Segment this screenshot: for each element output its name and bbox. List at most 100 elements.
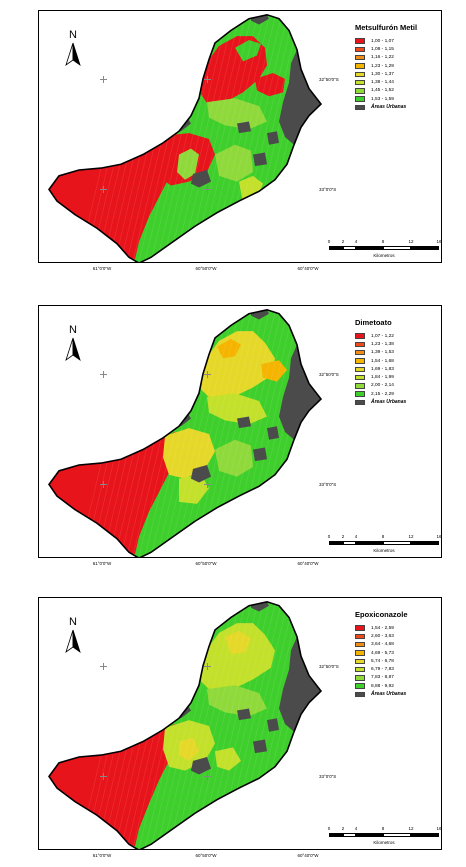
legend-label-urban: Áreas Urbanas	[371, 691, 407, 698]
field-texture-line	[168, 601, 230, 849]
legend-item: 1,45 - 1,52	[355, 87, 441, 95]
legend-swatch	[355, 341, 365, 348]
legend-label: 1,45 - 1,52	[371, 88, 394, 94]
graticule-cross	[204, 663, 211, 670]
legend-label: 1,39 - 1,53	[371, 350, 394, 356]
field-texture-line	[294, 309, 321, 557]
urban-area-5	[267, 718, 279, 732]
scale-tick-label: 16	[436, 534, 442, 539]
concentration-zone-6	[179, 474, 209, 504]
legend-swatch-urban	[355, 691, 365, 698]
legend-swatch	[355, 625, 365, 631]
field-texture-line	[180, 14, 242, 262]
concentration-zone-5	[163, 428, 215, 479]
concentration-zone-3	[255, 73, 285, 97]
legend-swatch	[355, 650, 365, 656]
urban-area-3	[191, 170, 211, 188]
field-texture-line	[174, 309, 236, 557]
legend-item-urban: Áreas Urbanas	[355, 398, 441, 406]
legend-items: 1,07 - 1,22 1,23 - 1,38 1,39 - 1,53 1,54 - …	[355, 332, 441, 407]
field-texture-line	[186, 601, 248, 849]
longitude-label-right: 60°40'0"W	[297, 266, 319, 271]
legend-item: 2,00 - 2,14	[355, 382, 441, 390]
legend-label: 1,54 - 1,68	[371, 358, 394, 364]
concentration-zone-2	[235, 40, 261, 62]
legend-item: 1,38 - 1,44	[355, 78, 441, 86]
urban-area-4	[237, 416, 251, 429]
legend-item: 2,15 - 2,29	[355, 390, 441, 398]
map-panel-dimetoato: N 32°50'0"S 33°0'0"S Dimetoato 1,07 - 1,…	[38, 305, 442, 558]
graticule-cross	[204, 186, 211, 193]
field-texture-line	[300, 309, 321, 557]
field-texture-line	[294, 14, 321, 262]
scale-tick-label: 0	[327, 239, 331, 244]
legend-label: 1,84 - 1,99	[371, 375, 394, 381]
latitude-label-top: 32°50'0"S	[319, 664, 339, 669]
legend-title: Metsulfurón Metil	[355, 23, 418, 32]
north-arrow-icon	[65, 337, 81, 362]
urban-area-1	[251, 309, 269, 320]
legend-swatch	[355, 383, 365, 389]
legend: Metsulfurón Metil 1,00 - 1,07 1,08 - 1,15…	[355, 23, 441, 112]
legend-swatch	[355, 641, 365, 648]
scale-tick-label: 12	[408, 534, 414, 539]
graticule-cross	[100, 76, 107, 83]
longitude-label-right: 60°40'0"W	[297, 853, 319, 858]
concentration-zone-6	[207, 685, 267, 717]
graticule-cross	[204, 773, 211, 780]
legend-item: 1,16 - 1,22	[355, 54, 441, 62]
scale-segment	[356, 541, 383, 545]
legend-swatch	[355, 38, 365, 44]
scale-segment	[329, 541, 343, 545]
watershed-map	[48, 601, 323, 849]
field-texture-line	[162, 309, 224, 557]
legend-swatch	[355, 349, 365, 356]
concentration-zone-3	[261, 360, 287, 382]
urban-area-4	[237, 121, 251, 134]
urban-area-6	[253, 152, 267, 167]
graticule-cross	[100, 773, 107, 780]
field-texture-line	[186, 309, 248, 557]
legend-swatch	[355, 333, 365, 339]
scale-tick-label: 4	[354, 534, 358, 539]
concentration-zone-8	[207, 393, 267, 425]
legend-item: 6,79 - 7,83	[355, 665, 441, 673]
longitude-label-mid: 60°50'0"W	[195, 266, 217, 271]
legend-item: 1,23 - 1,38	[355, 340, 441, 348]
north-letter: N	[69, 29, 77, 41]
legend-swatch	[355, 658, 365, 665]
scale-bar: 0 2 4 8 12 16 Kilometros	[328, 534, 442, 557]
scale-unit: Kilometros	[373, 548, 395, 553]
field-texture-line	[294, 601, 321, 849]
legend-label: 7,83 - 8,87	[371, 675, 394, 681]
legend-swatch	[355, 391, 365, 397]
basin-outline	[48, 601, 323, 849]
concentration-zone-4	[49, 432, 179, 555]
concentration-zone-9	[207, 98, 267, 130]
map-panel-epoxiconazole: N 32°50'0"S 33°0'0"S Epoxiconazole 1,54 …	[38, 597, 442, 850]
concentration-zone-5	[179, 737, 199, 761]
longitude-label-left: 61°0'0"W	[92, 561, 112, 566]
legend-label: 1,23 - 1,29	[371, 63, 394, 69]
legend-item: 1,23 - 1,29	[355, 62, 441, 70]
latitude-label-bottom: 33°0'0"S	[319, 482, 337, 487]
legend-label: 4,69 - 5,73	[371, 650, 394, 656]
scale-tick-label: 2	[341, 239, 345, 244]
legend-label: 8,88 - 9,92	[371, 683, 394, 689]
north-arrow-icon	[65, 629, 81, 654]
concentration-zone-7	[215, 144, 253, 182]
longitude-labels: 61°0'0"W 60°50'0"W 60°40'0"W	[38, 853, 442, 863]
legend-item: 1,08 - 1,15	[355, 45, 441, 53]
legend-item: 3,64 - 4,68	[355, 641, 441, 649]
legend-label-urban: Áreas Urbanas	[371, 104, 407, 111]
legend-label: 1,16 - 1,22	[371, 55, 394, 61]
longitude-labels: 61°0'0"W 60°50'0"W 60°40'0"W	[38, 561, 442, 571]
scale-segment	[411, 833, 439, 837]
legend-items: 1,54 - 2,59 2,60 - 3,63 3,64 - 4,68 4,69 - …	[355, 624, 441, 699]
scale-tick-label: 0	[327, 826, 331, 831]
legend: Dimetoato 1,07 - 1,22 1,23 - 1,38 1,39 - 1…	[355, 318, 441, 407]
scale-segment	[356, 833, 383, 837]
legend-label: 3,64 - 4,68	[371, 642, 394, 648]
scale-segment	[329, 246, 343, 250]
longitude-label-left: 61°0'0"W	[92, 266, 112, 271]
